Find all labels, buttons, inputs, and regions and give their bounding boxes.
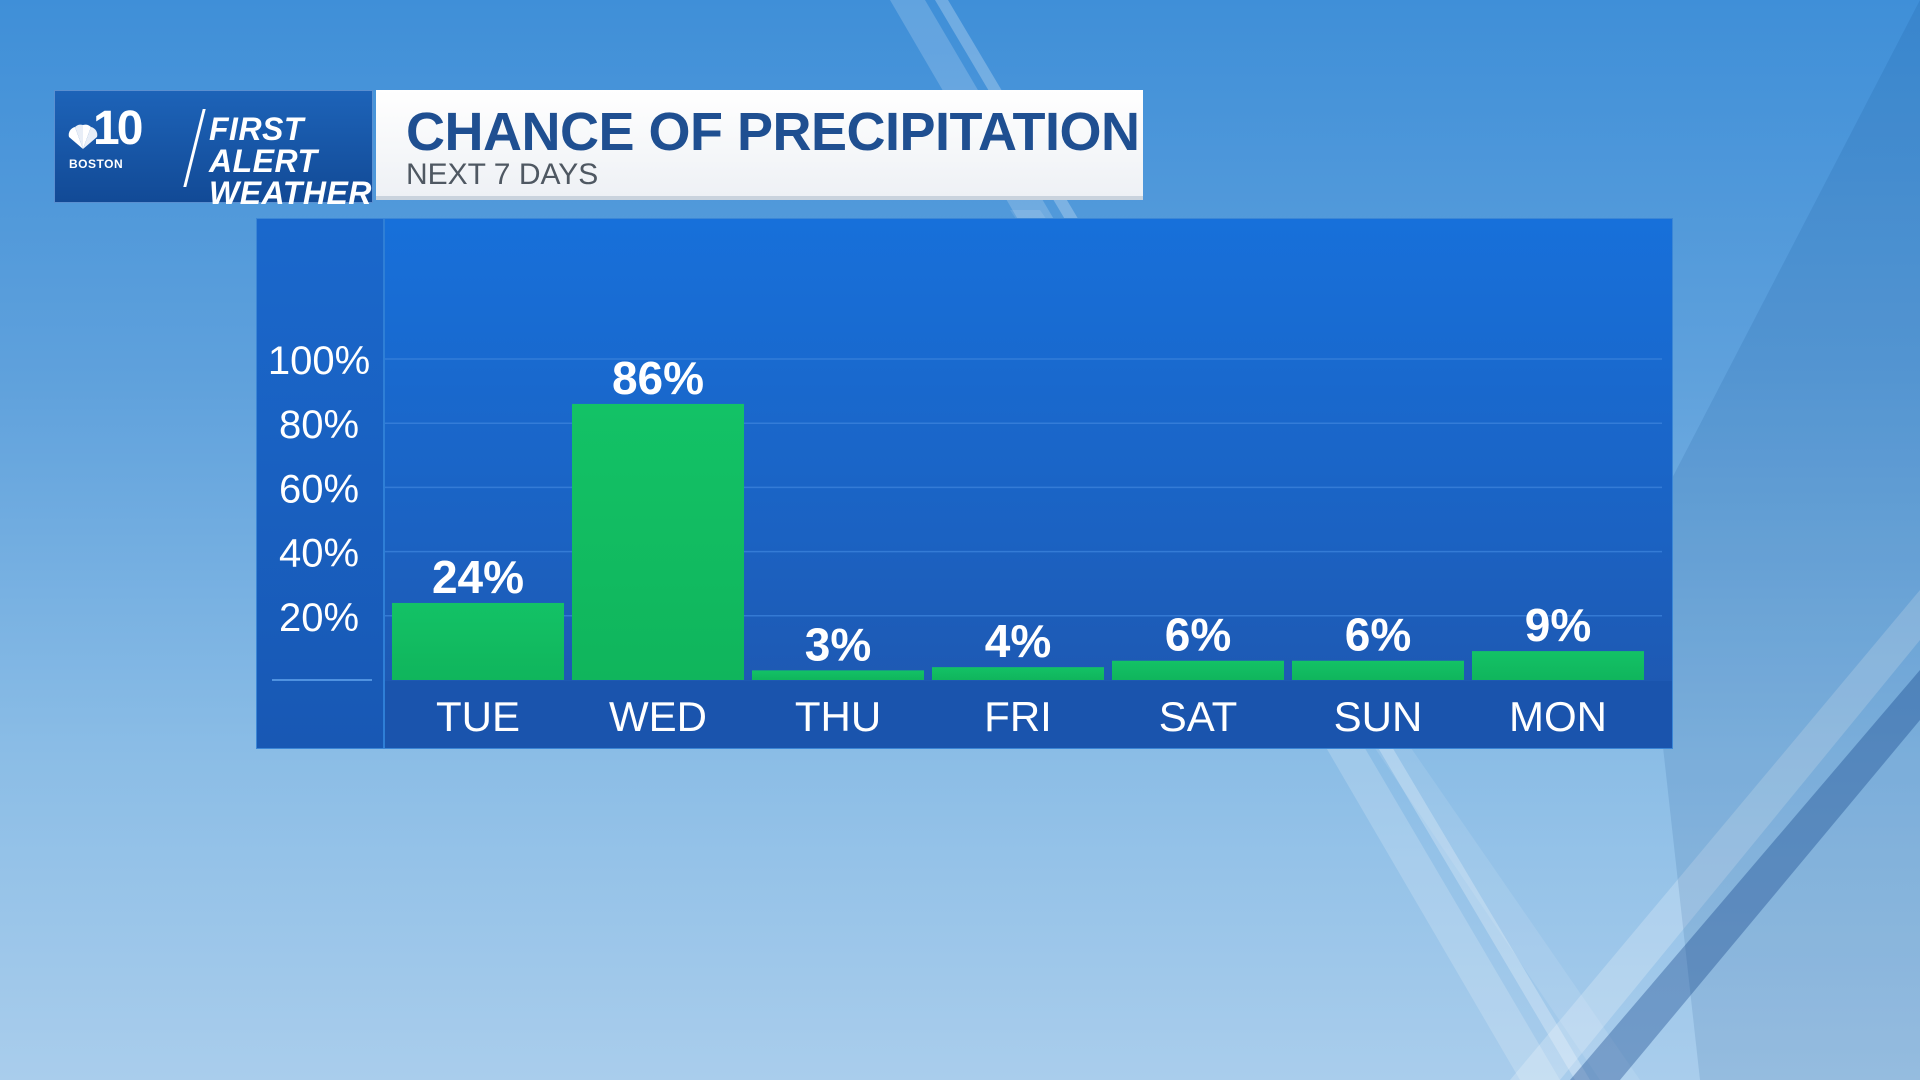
bar-value-label: 9% [1525,599,1591,651]
channel-number: 10 [93,102,143,155]
bar [932,667,1104,680]
bar [752,670,924,680]
station-logo: 10 BOSTON FIRST ALERT WEATHER [54,90,373,209]
y-tick-label: 60% [279,467,359,511]
y-tick-label: 100% [268,339,370,383]
bar [572,403,744,680]
x-tick-label: WED [609,693,707,740]
x-tick-label: THU [795,693,881,740]
y-tick-label: 20% [279,596,359,640]
bar [1472,651,1644,680]
brand-line-2: WEATHER [209,175,372,211]
bar-value-label: 6% [1165,609,1231,661]
y-axis-column [257,219,385,748]
x-tick-label: MON [1509,693,1607,740]
brand-name: FIRST ALERT WEATHER [209,113,372,209]
peacock-icon [68,124,98,149]
title-bar: CHANCE OF PRECIPITATION NEXT 7 DAYS [376,90,1143,200]
logo-divider [183,109,206,187]
x-axis-row [385,681,1672,748]
precipitation-chart: 20% 40% 60% 80% 100% 24% TUE 86% WED 3% THU 4% FRI 6%… [268,339,1662,740]
x-tick-label: SAT [1159,693,1238,740]
y-tick-label: 80% [279,403,359,447]
bar-value-label: 4% [985,615,1051,667]
chart-subtitle: NEXT 7 DAYS [406,158,599,191]
x-tick-label: FRI [984,693,1052,740]
bar [1112,660,1284,680]
y-tick-label: 40% [279,532,359,576]
bar-value-label: 6% [1345,609,1411,661]
bar-value-label: 24% [432,551,524,603]
station-city: BOSTON [69,157,124,171]
bar-value-label: 86% [612,352,704,404]
x-tick-label: TUE [436,693,520,740]
chart-panel: 20% 40% 60% 80% 100% 24% TUE 86% WED 3% THU 4% FRI 6%… [256,218,1673,749]
bar [392,602,564,680]
bar-value-label: 3% [805,618,871,670]
x-tick-label: SUN [1334,693,1423,740]
bar [1292,660,1464,680]
brand-line-1: FIRST ALERT [209,111,318,179]
chart-title: CHANCE OF PRECIPITATION [406,102,1140,162]
